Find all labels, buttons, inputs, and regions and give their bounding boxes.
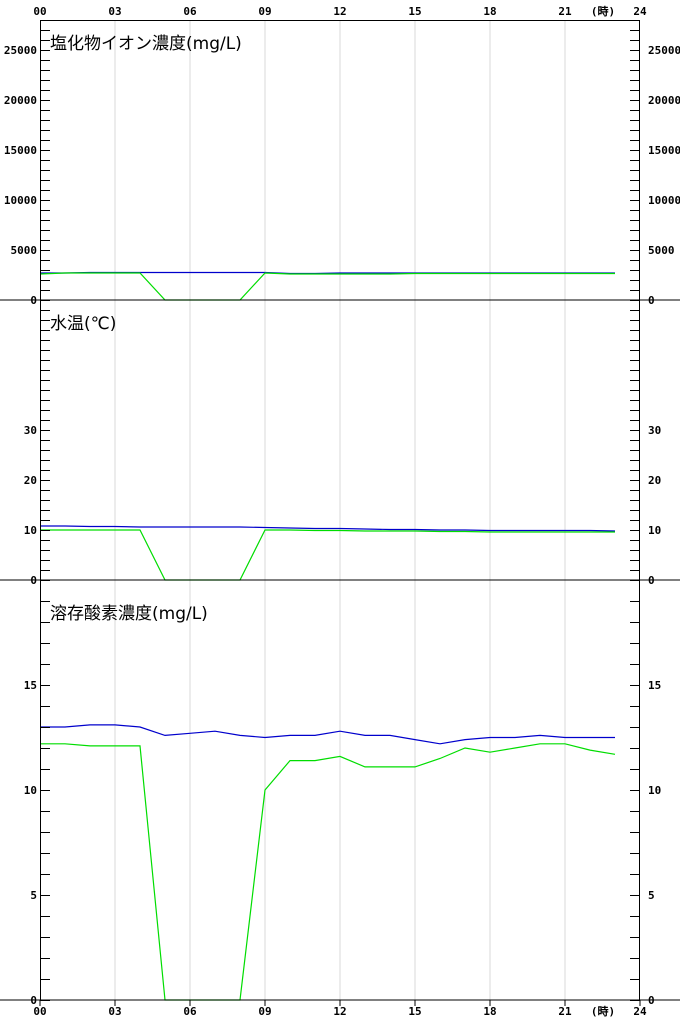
x-tick-label-top: 09 bbox=[258, 5, 271, 18]
y-tick-label-right: 20 bbox=[648, 474, 661, 487]
y-tick-label-left: 15000 bbox=[4, 144, 37, 157]
y-tick-label-left: 0 bbox=[30, 994, 37, 1007]
x-tick-label-top: 03 bbox=[108, 5, 121, 18]
y-tick-label-left: 20 bbox=[24, 474, 37, 487]
y-tick-label-right: 10 bbox=[648, 784, 661, 797]
label-layer: 塩化物イオン濃度(mg/L) 水温(℃) 溶存酸素濃度(mg/L) (時) (時… bbox=[4, 4, 680, 1018]
y-tick-label-left: 5000 bbox=[11, 244, 38, 257]
y-tick-label-left: 0 bbox=[30, 574, 37, 587]
x-tick-label-bottom: 06 bbox=[183, 1005, 197, 1018]
y-tick-label-right: 0 bbox=[648, 294, 655, 307]
panel-title-dissolved-oxygen: 溶存酸素濃度(mg/L) bbox=[50, 604, 208, 624]
y-tick-label-left: 15 bbox=[24, 679, 37, 692]
y-tick-label-right: 10 bbox=[648, 524, 661, 537]
x-tick-label-bottom: 00 bbox=[33, 1005, 46, 1018]
x-tick-label-top: 15 bbox=[408, 5, 421, 18]
y-tick-label-right: 30 bbox=[648, 424, 661, 437]
x-tick-label-top: 12 bbox=[333, 5, 346, 18]
y-tick-label-left: 30 bbox=[24, 424, 37, 437]
axes-layer bbox=[0, 20, 680, 1006]
y-tick-label-left: 10 bbox=[24, 524, 37, 537]
x-tick-label-bottom: 03 bbox=[108, 1005, 121, 1018]
y-tick-label-left: 20000 bbox=[4, 94, 37, 107]
x-tick-label-bottom: 24 bbox=[633, 1005, 647, 1018]
panel-title-water-temp: 水温(℃) bbox=[50, 314, 116, 334]
x-tick-label-top: 18 bbox=[483, 5, 496, 18]
x-unit-label-bottom: (時) bbox=[591, 1004, 615, 1018]
y-tick-label-right: 15000 bbox=[648, 144, 680, 157]
water-temp-series-blue-line bbox=[40, 525, 616, 532]
dissolved-oxygen-series-green-line bbox=[40, 743, 616, 1001]
x-unit-label-top: (時) bbox=[591, 4, 615, 18]
x-tick-label-bottom: 09 bbox=[258, 1005, 271, 1018]
y-tick-label-left: 25000 bbox=[4, 44, 37, 57]
dissolved-oxygen-series-blue-line bbox=[40, 724, 615, 745]
y-tick-label-left: 10 bbox=[24, 784, 37, 797]
y-tick-label-right: 25000 bbox=[648, 44, 680, 57]
series-layer bbox=[39, 271, 616, 1001]
y-tick-label-left: 10000 bbox=[4, 194, 37, 207]
x-tick-label-bottom: 18 bbox=[483, 1005, 496, 1018]
y-tick-label-right: 10000 bbox=[648, 194, 680, 207]
grid-layer bbox=[114, 20, 566, 1000]
water-temp-series-green-line bbox=[40, 529, 615, 581]
y-tick-label-right: 15 bbox=[648, 679, 661, 692]
y-tick-label-left: 5 bbox=[30, 889, 37, 902]
y-tick-label-left: 0 bbox=[30, 294, 37, 307]
panel-title-chloride: 塩化物イオン濃度(mg/L) bbox=[50, 34, 242, 54]
y-tick-label-right: 0 bbox=[648, 574, 655, 587]
y-tick-label-right: 5 bbox=[648, 889, 655, 902]
x-tick-label-bottom: 12 bbox=[333, 1005, 346, 1018]
y-tick-label-right: 20000 bbox=[648, 94, 680, 107]
x-tick-label-top: 24 bbox=[633, 5, 647, 18]
y-tick-label-right: 0 bbox=[648, 994, 655, 1007]
x-tick-label-top: 00 bbox=[33, 5, 46, 18]
x-tick-label-top: 21 bbox=[558, 5, 572, 18]
x-tick-label-top: 06 bbox=[183, 5, 197, 18]
x-tick-label-bottom: 15 bbox=[408, 1005, 421, 1018]
y-tick-label-right: 5000 bbox=[648, 244, 675, 257]
chloride-series-green-line bbox=[39, 272, 615, 301]
x-tick-label-bottom: 21 bbox=[558, 1005, 572, 1018]
